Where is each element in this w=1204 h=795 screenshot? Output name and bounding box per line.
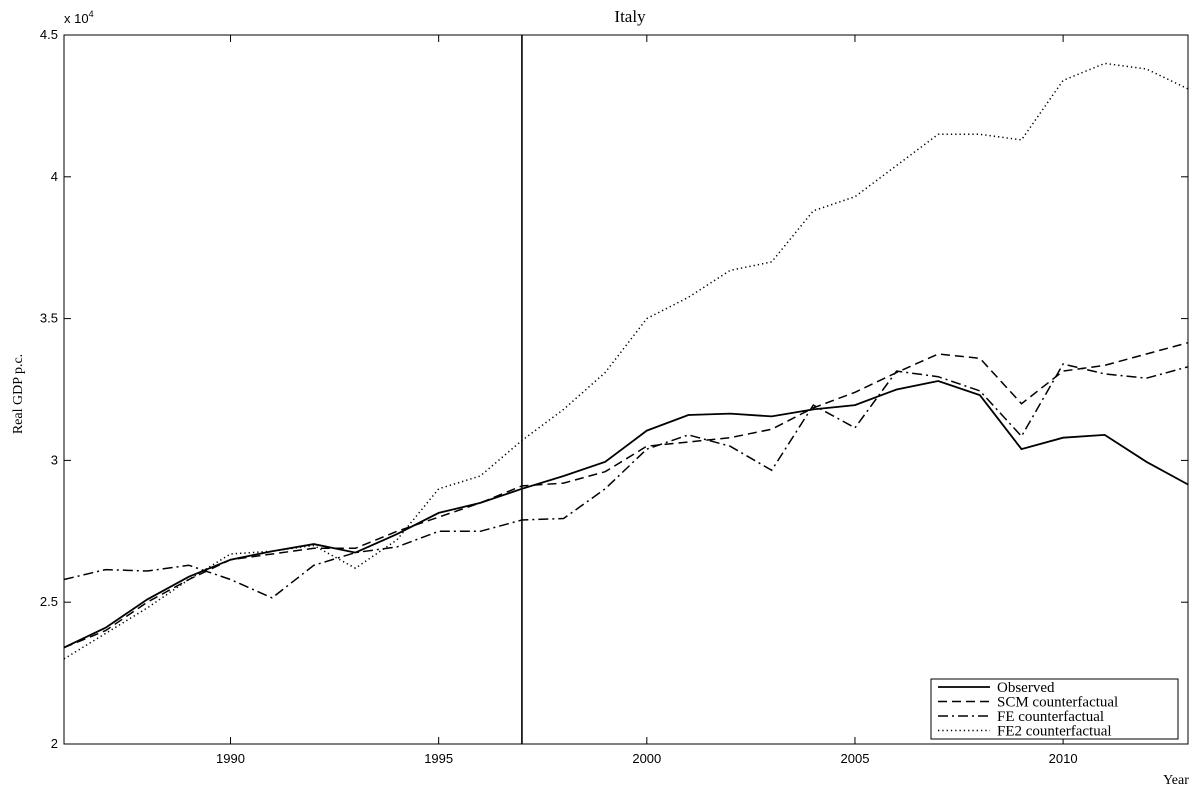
y-tick-label: 2 xyxy=(51,736,58,751)
x-axis-label: Year xyxy=(1163,773,1189,788)
chart-title: Italy xyxy=(614,7,646,26)
x-tick-label: 1990 xyxy=(216,751,245,766)
y-tick-label: 4 xyxy=(51,169,58,184)
y-tick-label: 2.5 xyxy=(40,594,58,609)
y-tick-label: 4.5 xyxy=(40,27,58,42)
series-layer xyxy=(63,62,1189,660)
x-tick-label: 2000 xyxy=(632,751,661,766)
axis-ticks: 1990 1995 2000 2005 2010 2 2.5 3 3.5 4 4.5 xyxy=(40,27,1188,766)
series-line-fe2-counterfactual xyxy=(63,62,1189,660)
y-tick-label: 3.5 xyxy=(40,311,58,326)
y-tick-label: 3 xyxy=(51,452,58,467)
legend-label-scm-counterfactual: SCM counterfactual xyxy=(997,695,1118,711)
x-tick-label: 2005 xyxy=(841,751,870,766)
y-axis-label: Real GDP p.c. xyxy=(11,354,26,434)
legend-label-fe2-counterfactual: FE2 counterfactual xyxy=(997,724,1112,740)
plot-frame xyxy=(63,34,1189,745)
x-tick-label: 1995 xyxy=(424,751,453,766)
series-line-fe-counterfactual xyxy=(63,363,1189,599)
series-line-scm-counterfactual xyxy=(63,341,1189,649)
y-multiplier: x 104 xyxy=(64,9,94,26)
legend-box xyxy=(930,678,1179,740)
series-line-observed xyxy=(63,380,1189,649)
x-tick-label: 2010 xyxy=(1049,751,1078,766)
y-multiplier-exponent: 4 xyxy=(89,9,94,19)
legend-label-fe-counterfactual: FE counterfactual xyxy=(997,709,1104,725)
legend-label-observed: Observed xyxy=(997,680,1055,696)
